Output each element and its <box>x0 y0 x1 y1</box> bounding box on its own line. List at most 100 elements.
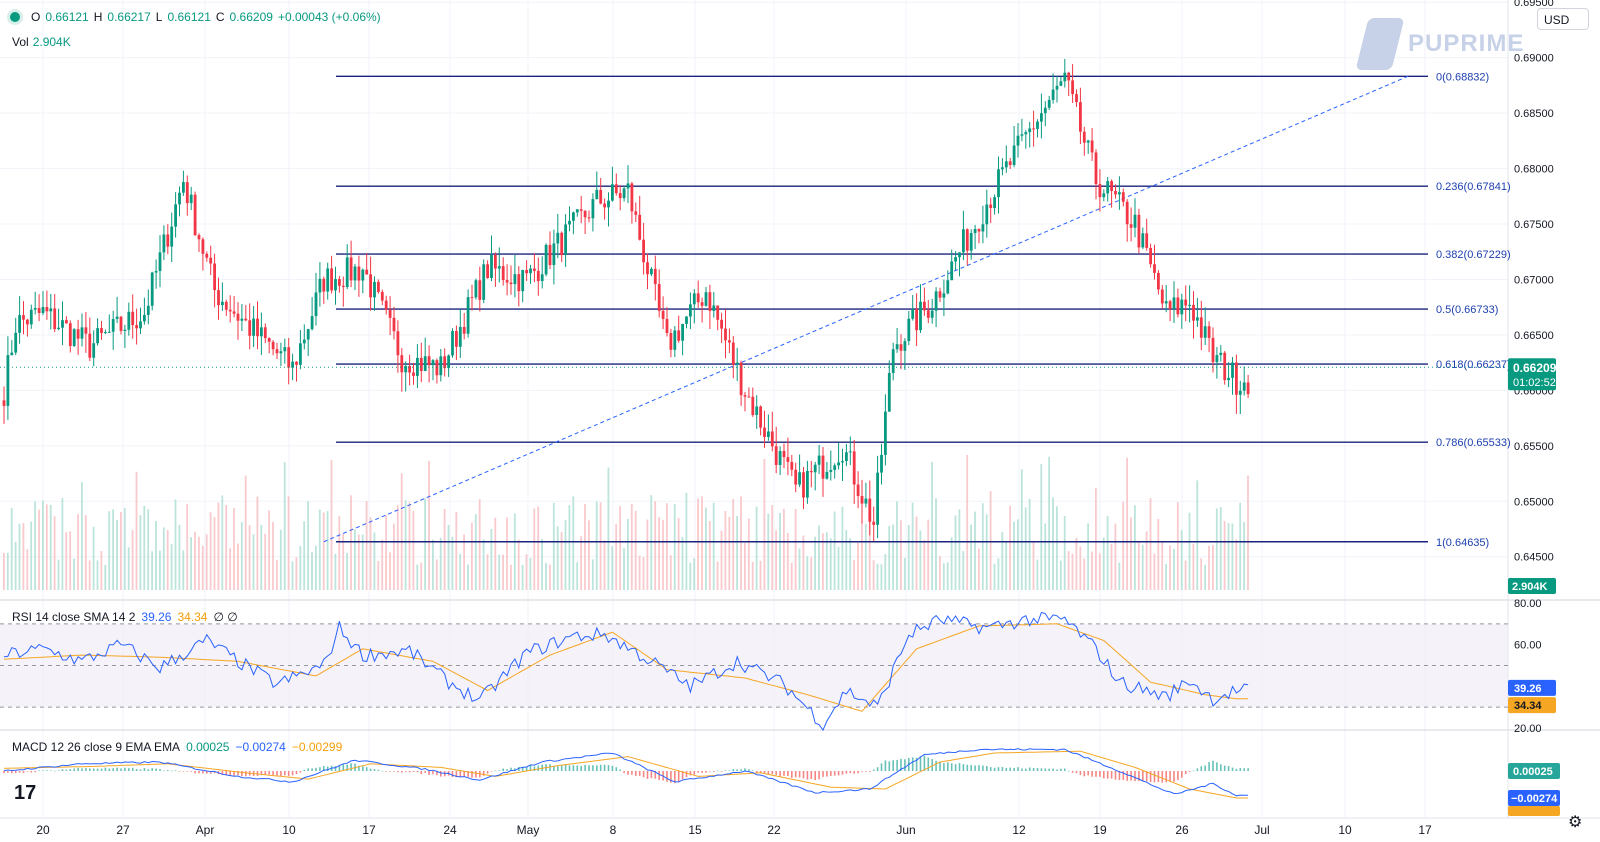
macd-histogram-bar <box>291 771 294 776</box>
volume-bar <box>252 534 255 590</box>
volume-bar <box>416 564 419 590</box>
macd-histogram-bar <box>845 771 848 774</box>
rsi-legend[interactable]: RSI 14 close SMA 14 2 39.26 34.34 ∅ ∅ <box>12 610 238 624</box>
macd-histogram-bar <box>1181 771 1183 778</box>
macd-histogram-bar <box>315 767 317 771</box>
volume-bar <box>396 505 399 590</box>
volume-bar <box>482 539 485 590</box>
candle-body <box>377 281 380 292</box>
volume-bar <box>705 507 707 590</box>
price-tick-label: 0.68000 <box>1514 164 1554 176</box>
volume-bar <box>825 532 828 590</box>
macd-histogram-bar <box>1184 771 1187 775</box>
volume-bar <box>295 557 298 590</box>
volume-bar <box>1009 505 1011 590</box>
candle-body <box>447 355 450 369</box>
candle-body <box>1203 326 1207 338</box>
candle-body <box>1133 214 1137 228</box>
currency-selector[interactable]: USD <box>1537 8 1589 30</box>
macd-histogram-bar <box>1231 767 1234 771</box>
price-axis[interactable]: 0.69500 0.69000 0.68500 0.68000 0.67500 0.670… <box>1508 0 1560 816</box>
macd-histogram-bar <box>611 765 614 771</box>
candle-body <box>751 396 755 415</box>
volume-bar <box>560 531 563 590</box>
macd-histogram-bar <box>1040 768 1043 771</box>
macd-histogram-bar <box>61 769 64 771</box>
candle-body <box>380 291 384 301</box>
gear-icon[interactable]: ⚙ <box>1568 814 1583 831</box>
macd-histogram-bar <box>744 768 746 771</box>
candle-body <box>1196 317 1199 321</box>
volume-bar <box>498 554 501 590</box>
volume-bar <box>790 562 793 590</box>
macd-histogram-bar <box>1153 771 1156 783</box>
macd-histogram-bar <box>412 771 415 772</box>
candlesticks[interactable] <box>0 58 1508 542</box>
macd-histogram-bar <box>451 771 454 777</box>
candle-body <box>954 257 957 262</box>
volume-bar <box>525 554 528 590</box>
macd-histogram-bar <box>958 763 961 771</box>
macd-histogram-bar <box>1103 771 1105 779</box>
volume-bar <box>447 524 450 590</box>
candle-body <box>100 328 103 334</box>
ohlc-legend: O 0.66121 H 0.66217 L 0.66121 C 0.66209 +0.0… <box>10 10 381 24</box>
fibonacci-retracement[interactable]: 0(0.68832) 0.236(0.67841) 0.382(0.67229) 0.… <box>323 71 1511 549</box>
candle-body <box>513 274 517 285</box>
fib-level-label: 0(0.68832) <box>1436 71 1489 83</box>
volume-bar <box>732 498 735 590</box>
fib-level-label: 0.382(0.67229) <box>1436 249 1511 261</box>
macd-histogram-bar <box>1235 768 1238 771</box>
volume-bar <box>1196 480 1199 590</box>
macd-histogram-bar <box>198 771 200 774</box>
volume-bar <box>693 558 696 590</box>
volume-bar <box>221 495 224 590</box>
candle-body <box>22 315 25 320</box>
time-axis[interactable]: 20 27 Apr 10 17 24 May 8 15 22 Jun 12 19 26 Jul 10 17 <box>36 823 1432 837</box>
candle-body <box>993 197 996 209</box>
volume-bar <box>240 522 243 590</box>
macd-histogram-bar <box>385 771 387 772</box>
candle-body <box>240 318 244 321</box>
macd-histogram-bar <box>1192 770 1195 772</box>
volume-bar <box>989 491 992 590</box>
candle-body <box>942 293 946 298</box>
candle-body <box>1028 128 1032 133</box>
candle-body <box>178 192 181 205</box>
volume-bar <box>849 538 852 590</box>
candle-body <box>49 308 53 312</box>
fib-level-label: 1(0.64635) <box>1436 537 1489 549</box>
candle-body <box>650 268 653 275</box>
volume-bar <box>1208 545 1210 590</box>
volume-bar <box>357 534 360 590</box>
candle-body <box>490 254 493 279</box>
tradingview-logo-icon[interactable]: 17 <box>14 782 37 804</box>
volume-bar <box>607 467 610 590</box>
candle-body <box>96 328 99 344</box>
puprime-logo-icon <box>1355 18 1405 70</box>
candle-body <box>451 330 454 356</box>
macd-histogram-bar <box>794 771 797 778</box>
puprime-logo-text: PUPRIME <box>1408 30 1525 57</box>
volume-bar <box>857 542 859 590</box>
macd-histogram-bar <box>826 771 828 777</box>
macd-legend[interactable]: MACD 12 26 close 9 EMA EMA 0.00025 −0.0027… <box>12 740 342 754</box>
candle-body <box>45 307 49 312</box>
macd-histogram-bar <box>693 771 696 775</box>
time-tick-label: Jun <box>896 823 915 837</box>
macd-histogram-bar <box>143 768 146 771</box>
volume-bar <box>868 502 871 590</box>
volume-bar <box>529 557 532 590</box>
macd-histogram-bar <box>256 771 259 776</box>
volume-bar <box>92 526 95 590</box>
rsi-pane[interactable] <box>0 611 1508 732</box>
macd-histogram-bar <box>287 771 290 777</box>
volume-bar <box>14 541 17 590</box>
macd-histogram-bar <box>584 764 586 771</box>
volume-bar <box>939 556 941 590</box>
rsi-extra-values: ∅ ∅ <box>213 610 238 624</box>
macd-histogram-bar <box>50 770 52 771</box>
candle-body <box>692 293 696 305</box>
macd-pane[interactable] <box>3 748 1249 799</box>
